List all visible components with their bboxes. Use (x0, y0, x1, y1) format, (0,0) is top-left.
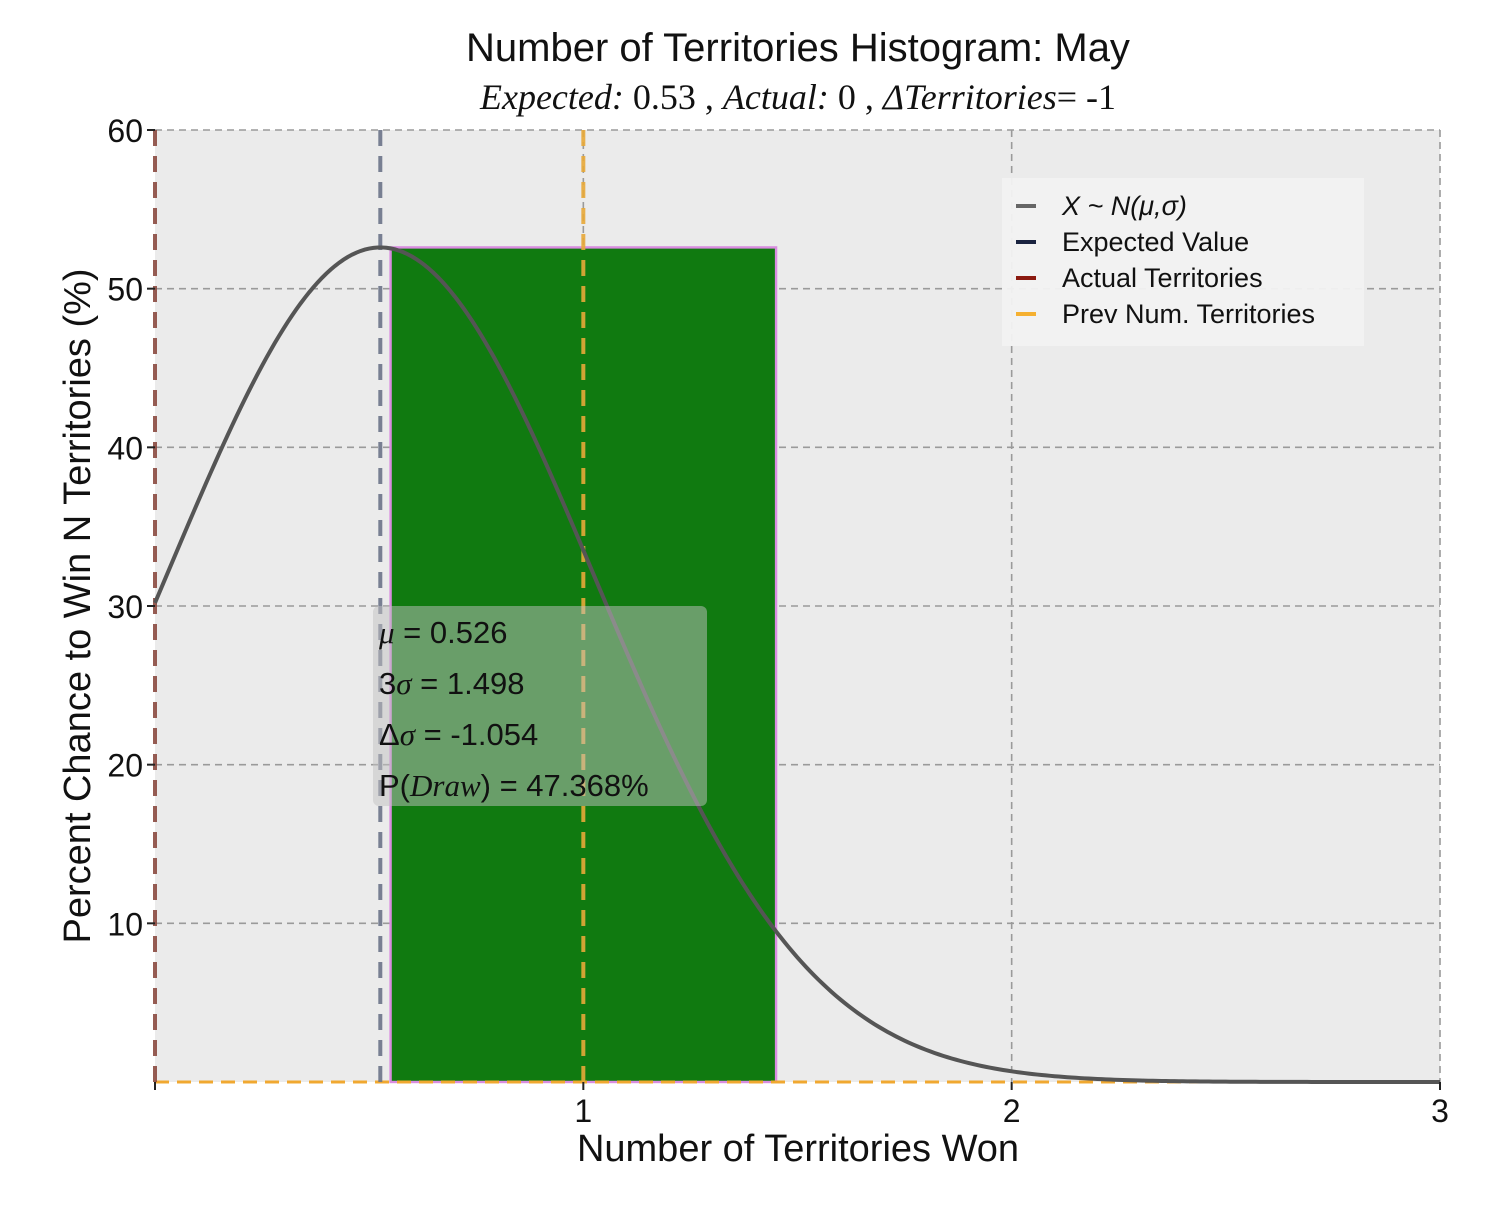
legend-label-1: Expected Value (1062, 227, 1249, 257)
chart-subtitle: Expected: 0.53 , Actual: 0 , ΔTerritorie… (479, 77, 1116, 117)
chart-title: Number of Territories Histogram: May (466, 26, 1130, 70)
subtitle-expected-label: Expected: (479, 77, 624, 117)
subtitle-delta-value: = -1 (1057, 77, 1116, 117)
legend-label-3: Prev Num. Territories (1062, 299, 1315, 329)
stats-box: μ = 0.526 3σ = 1.498 Δσ = -1.054 P(Draw) = … (373, 606, 707, 806)
x-axis-label: Number of Territories Won (577, 1128, 1019, 1170)
subtitle-actual-value: 0 (838, 77, 856, 117)
subtitle-separator-2: , (865, 77, 874, 117)
legend: X ~ N(μ,σ) Expected Value Actual Territori… (1002, 178, 1364, 346)
y-tick-label-50: 50 (107, 272, 143, 308)
axes: 10 20 30 40 50 60 1 2 3 (107, 113, 1448, 1129)
legend-label-0: X ~ N(μ,σ) (1061, 191, 1187, 221)
y-tick-label-30: 30 (107, 589, 143, 625)
x-tick-label-3: 3 (1431, 1093, 1449, 1129)
y-tick-label-20: 20 (107, 748, 143, 784)
legend-label-2: Actual Territories (1062, 263, 1263, 293)
y-axis-label: Percent Chance to Win N Territories (%) (57, 268, 99, 943)
stats-box-background (373, 606, 707, 806)
subtitle-actual-label: Actual: (721, 77, 829, 117)
distribution-curve-layer (153, 245, 1440, 1084)
stats-line-2: Δσ = -1.054 (379, 717, 538, 752)
y-tick-label-10: 10 (107, 906, 143, 942)
y-tick-label-60: 60 (107, 113, 143, 149)
stats-line-3: P(Draw) = 47.368% (379, 768, 649, 803)
subtitle-separator-1: , (705, 77, 714, 117)
subtitle-expected-value: 0.53 (633, 77, 696, 117)
stats-line-0: μ = 0.526 (378, 615, 507, 650)
distribution-curve (153, 245, 1440, 1084)
y-tick-label-40: 40 (107, 430, 143, 466)
subtitle-delta-label: ΔTerritories (881, 77, 1057, 117)
x-tick-label-1: 1 (574, 1093, 592, 1129)
stats-line-1: 3σ = 1.498 (379, 666, 524, 701)
x-tick-label-2: 2 (1003, 1093, 1021, 1129)
legend-box (1002, 178, 1364, 346)
